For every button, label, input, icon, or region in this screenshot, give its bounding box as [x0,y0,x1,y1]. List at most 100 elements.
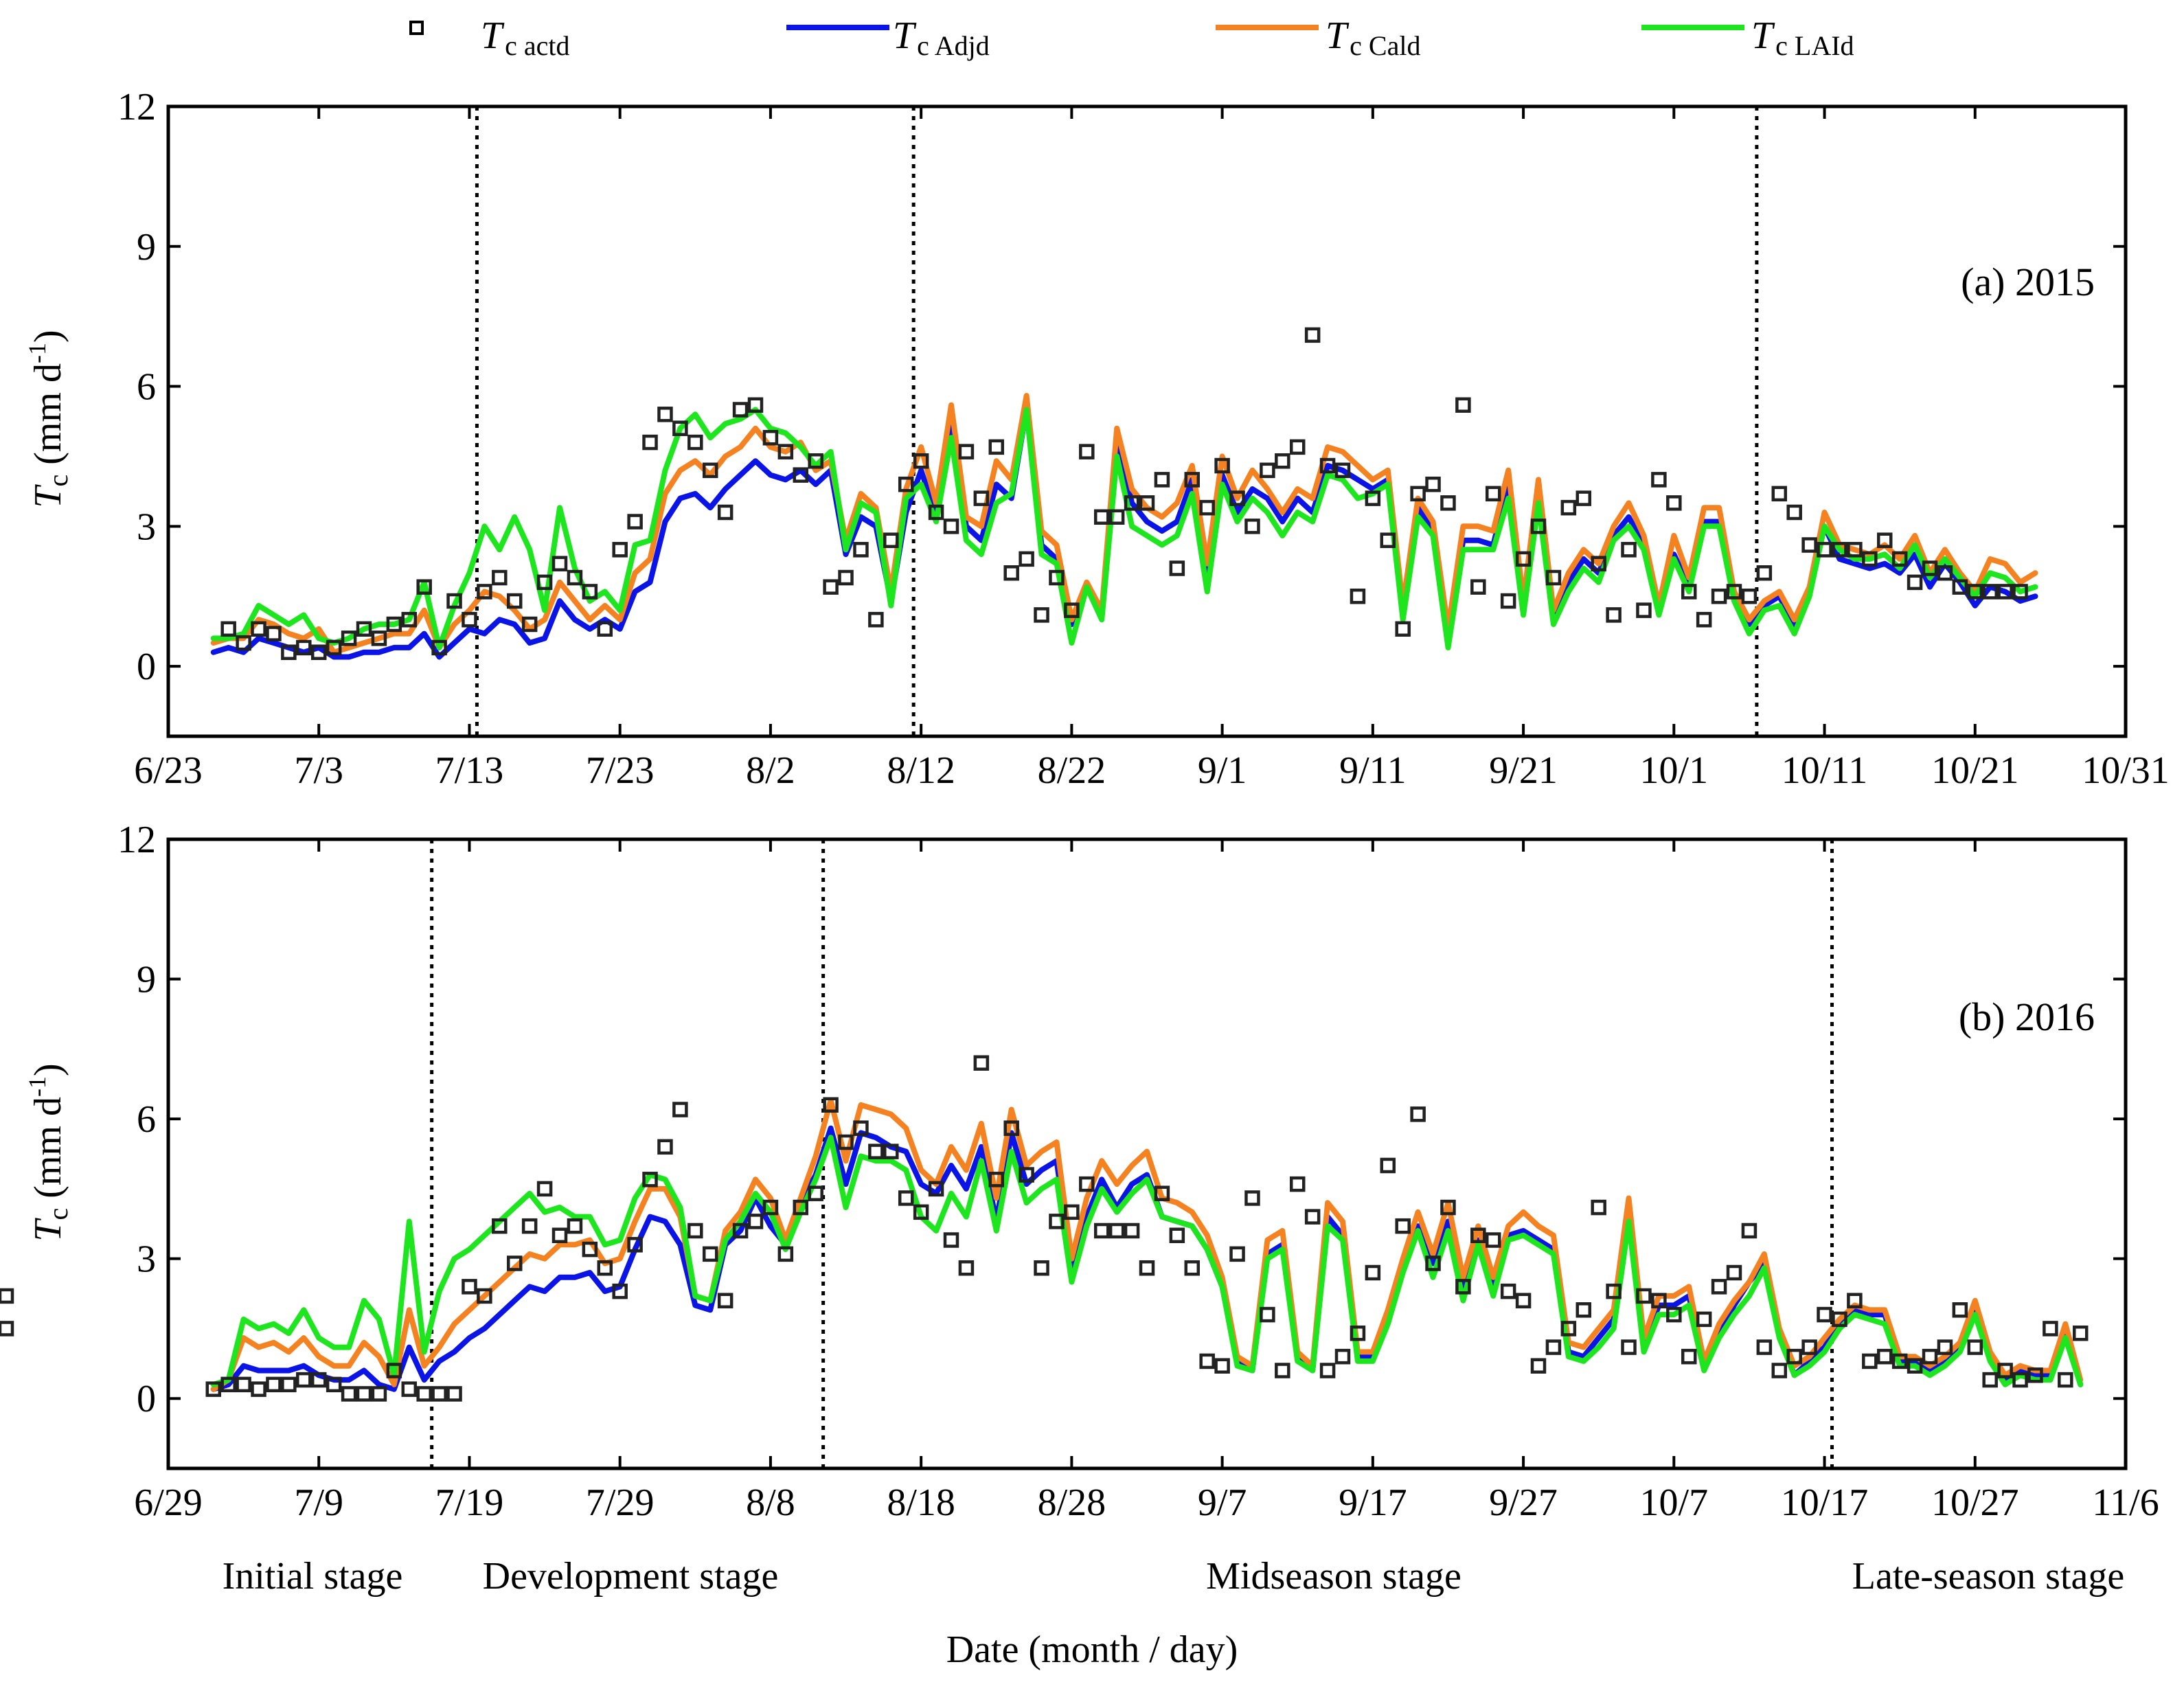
scatter-point-actd-a [988,439,1005,455]
stage-label-initial: Initial stage [223,1555,403,1598]
scatter-point-actd-a [477,584,492,600]
scatter-point-actd-a [1395,621,1411,637]
x-tick-label-a-4: 8/2 [746,749,795,792]
scatter-point-actd-a [1982,584,1998,600]
x-tick-label-a-7: 9/1 [1198,749,1247,792]
scatter-point-actd-a [1545,569,1562,586]
x-tick-label-a-1: 7/3 [294,749,343,792]
scatter-point-actd-a [1229,490,1245,506]
scatter-point-actd-b [1455,1279,1471,1295]
x-tick-label-b-4: 8/8 [746,1481,795,1524]
scatter-point-actd-a [1064,602,1080,618]
scatter-point-actd-a [898,476,914,492]
scatter-point-actd-b [1093,1223,1110,1239]
scatter-point-actd-a [1350,588,1366,604]
scatter-point-actd-b [1576,1302,1592,1318]
scatter-point-actd-b [672,1102,688,1117]
scatter-point-actd-b [928,1181,944,1197]
scatter-point-actd-b [416,1386,432,1402]
scatter-point-actd-a [642,434,658,451]
scatter-point-actd-b [1711,1279,1727,1295]
scatter-point-actd-b [506,1255,523,1271]
scatter-point-actd-b [446,1386,462,1402]
scatter-point-actd-b [266,1376,282,1393]
scatter-point-actd-b [1395,1218,1411,1234]
scatter-point-actd-b [913,1204,929,1220]
scatter-point-actd-b [1922,1348,1938,1365]
scatter-point-actd-a [326,639,342,656]
scatter-point-actd-a [281,644,297,660]
scatter-point-actd-b [341,1386,357,1402]
x-axis-label: Date (month / day) [946,1628,1238,1671]
scatter-point-actd-b [1560,1321,1577,1337]
scatter-point-actd-b [1651,1293,1667,1308]
scatter-point-actd-b [1982,1372,1998,1388]
scatter-point-actd-b [898,1190,914,1206]
scatter-point-actd-a [1651,472,1667,488]
scatter-point-actd-b [1515,1293,1532,1308]
scatter-point-actd-a [1997,584,2013,600]
scatter-point-actd-a [1967,584,1983,600]
stage-label-development: Development stage [483,1555,779,1598]
scatter-point-actd-a [1049,569,1065,586]
scatter-point-actd-b [401,1381,418,1397]
x-tick-label-a-13: 10/31 [2082,749,2170,792]
scatter-point-actd-a [1289,439,1306,455]
y-tick-label-b-3: 9 [137,959,156,1001]
scatter-point-actd-b [1003,1120,1019,1136]
scatter-point-actd-b [462,1279,477,1295]
scatter-point-actd-b [281,1376,297,1393]
scatter-point-actd-a [1862,551,1878,567]
scatter-point-actd-a [1771,486,1788,502]
scatter-point-actd-a [1260,462,1275,479]
scatter-point-actd-b [1606,1283,1622,1299]
x-tick-label-b-6: 8/28 [1038,1481,1106,1524]
scatter-point-actd-a [1666,495,1682,511]
scatter-point-actd-a [1139,495,1155,511]
scatter-point-actd-a [1440,495,1456,511]
scatter-point-actd-a [1681,584,1697,600]
legend-label-adj-sub: c Adjd [917,30,990,61]
scatter-point-actd-b [1334,1348,1351,1365]
y-axis-label-b: Tc (mm d-1) [23,1063,73,1241]
scatter-point-actd-b [1621,1339,1637,1355]
scatter-point-actd-b [1801,1339,1817,1355]
x-tick-label-a-11: 10/11 [1782,749,1867,792]
scatter-point-actd-b [1139,1260,1155,1276]
scatter-point-actd-a [1334,462,1351,479]
scatter-point-actd-a [341,630,357,646]
scatter-point-actd-b [536,1181,553,1197]
scatter-point-actd-a [1003,565,1019,581]
scatter-point-actd-a [1214,457,1230,474]
scatter-point-actd-a [1034,607,1049,623]
scatter-point-actd-a [1606,607,1622,623]
scatter-point-actd-b [0,1288,14,1304]
scatter-point-actd-b [747,1214,764,1229]
scatter-point-actd-b [642,1172,658,1187]
scatter-point-actd-a [536,574,553,591]
legend-label-cal-symbol: T [1326,14,1350,57]
scatter-point-actd-a [1275,453,1290,469]
scatter-point-actd-b [220,1376,236,1393]
scatter-point-actd-b [1214,1358,1230,1374]
scatter-point-actd-a [1786,504,1802,521]
scatter-point-actd-b [1636,1288,1652,1304]
scatter-point-actd-a [1500,593,1516,609]
scatter-point-actd-a [236,635,251,651]
scatter-point-actd-b [205,1381,222,1397]
scatter-point-actd-b [492,1218,508,1234]
scatter-point-actd-b [1500,1283,1516,1299]
scatter-point-actd-a [416,579,432,595]
scatter-point-actd-a [883,532,899,548]
scatter-point-actd-b [1380,1157,1396,1174]
scatter-point-actd-b [2072,1325,2089,1341]
scatter-point-actd-b [973,1055,990,1071]
scatter-point-actd-b [958,1260,975,1276]
scatter-point-actd-a [973,490,990,506]
scatter-point-actd-a [521,616,538,633]
scatter-point-actd-a [1455,397,1471,413]
y-tick-label-b-1: 3 [137,1238,156,1281]
legend-label-adj-symbol: T [893,14,917,57]
scatter-point-actd-b [1108,1223,1125,1239]
